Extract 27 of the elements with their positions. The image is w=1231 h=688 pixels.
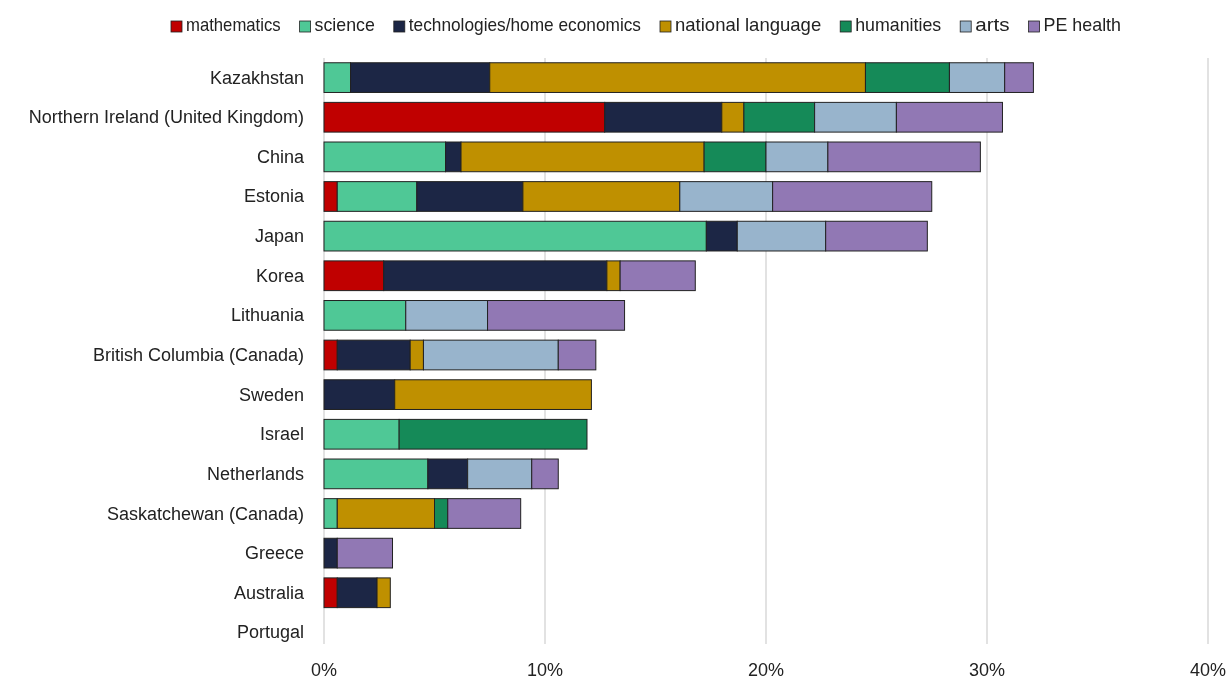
- y-tick-label: Japan: [254, 226, 304, 247]
- y-tick-label: Korea: [255, 265, 305, 286]
- y-tick-label: Sweden: [238, 384, 304, 405]
- y-tick-label: Northern Ireland (United Kingdom): [28, 107, 304, 128]
- x-tick-label: 0%: [310, 660, 338, 680]
- y-tick-label: Saskatchewan (Canada): [106, 503, 304, 524]
- y-tick-label: Kazakhstan: [209, 67, 304, 88]
- x-tick-label: 20%: [747, 660, 785, 680]
- y-tick-label: Israel: [259, 424, 304, 445]
- legend-label: PE health: [1043, 14, 1127, 35]
- legend-label: technologies/home economics: [408, 14, 665, 35]
- y-tick-label: Portugal: [236, 622, 304, 643]
- x-tick-label: 10%: [526, 660, 564, 680]
- y-tick-label: Netherlands: [206, 463, 304, 484]
- legend-label: science: [314, 14, 380, 35]
- y-tick-label: British Columbia (Canada): [92, 345, 304, 365]
- y-tick-label: Lithuania: [230, 305, 305, 326]
- y-tick-label: Estonia: [243, 186, 305, 207]
- legend-label: arts: [975, 14, 1010, 35]
- y-tick-label: China: [256, 146, 305, 167]
- legend-label: mathematics: [186, 14, 294, 35]
- y-tick-label: Australia: [233, 582, 305, 603]
- legend-label: humanities: [855, 14, 948, 35]
- x-tick-label: 40%: [1189, 660, 1227, 680]
- y-tick-label: Greece: [244, 543, 304, 564]
- legend-label: national language: [675, 14, 826, 35]
- x-tick-label: 30%: [968, 660, 1006, 680]
